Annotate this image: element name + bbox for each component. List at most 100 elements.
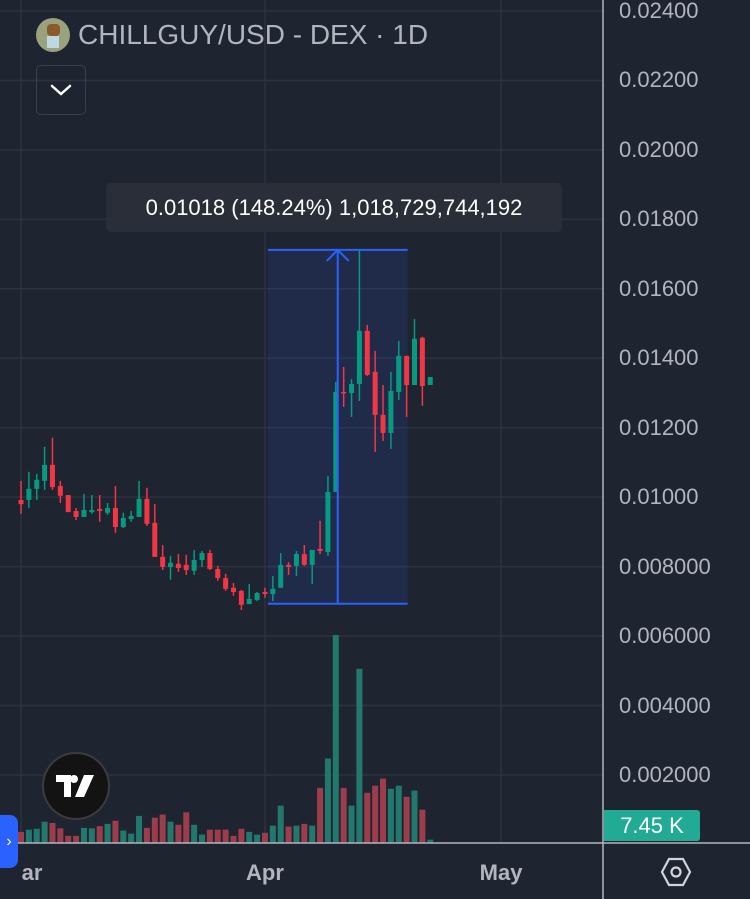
volume-bar — [317, 787, 324, 843]
price-tick-label: 0.004000 — [619, 692, 711, 718]
candle-body — [199, 553, 205, 561]
price-tick-label: 0.008000 — [619, 553, 711, 579]
volume-bar — [88, 828, 95, 843]
candle-body — [380, 414, 386, 433]
candle-body — [341, 391, 347, 394]
candle-body — [396, 355, 402, 392]
volume-bar — [167, 821, 174, 843]
volume-bar — [80, 827, 87, 843]
candle-body — [349, 383, 355, 393]
price-tick-label: 0.002000 — [619, 761, 711, 787]
candle-body — [183, 564, 189, 571]
volume-bar — [246, 831, 253, 843]
candle-body — [120, 517, 126, 528]
volume-bar — [151, 817, 158, 843]
candle-body — [427, 377, 433, 385]
measure-lines — [267, 248, 408, 605]
chevron-right-icon[interactable]: › — [0, 815, 18, 868]
volume-bar — [104, 823, 111, 843]
volume-bar — [269, 825, 276, 843]
volume-bar — [395, 785, 402, 843]
candle-body — [270, 588, 276, 595]
volume-bar — [387, 788, 394, 843]
candle-body — [105, 507, 111, 513]
volume-bar — [411, 790, 418, 843]
price-tick-label: 0.01400 — [619, 345, 699, 371]
volume-bar — [96, 826, 103, 843]
candle-body — [419, 337, 425, 387]
candles — [18, 249, 433, 611]
candle-body — [168, 562, 174, 567]
candle-body — [293, 554, 299, 566]
candle-body — [42, 464, 48, 481]
candle-body — [262, 591, 268, 595]
candle-body — [175, 563, 181, 568]
measure-tooltip: 0.01018 (148.24%) 1,018,729,744,192 — [106, 183, 562, 232]
candle-body — [89, 509, 95, 513]
volume-bar — [143, 827, 150, 843]
candle-body — [388, 390, 394, 433]
volume-bars — [18, 635, 434, 843]
candle-body — [136, 498, 142, 517]
volume-bar — [380, 778, 387, 843]
volume-bar — [199, 834, 206, 843]
volume-bar — [183, 812, 190, 843]
symbol-title[interactable]: CHILLGUY/USD - DEX · 1D — [36, 18, 428, 52]
volume-bar — [18, 831, 24, 843]
volume-bar — [403, 796, 410, 843]
volume-bar — [136, 815, 143, 843]
volume-bar — [372, 785, 379, 843]
candle-body — [301, 554, 307, 565]
price-tick-label: 0.01200 — [619, 414, 699, 440]
volume-bar — [356, 668, 363, 843]
volume-bar — [238, 828, 245, 843]
chevron-down-icon — [50, 84, 72, 96]
candle-body — [49, 464, 55, 488]
volume-bar — [65, 835, 72, 843]
volume-bar — [301, 823, 308, 843]
price-tick-label: 0.02200 — [619, 67, 699, 93]
candle-body — [18, 499, 24, 505]
time-tick-label: ar — [21, 860, 43, 885]
price-tick-label: 0.01000 — [619, 484, 699, 510]
candle-body — [112, 507, 118, 528]
candle-body — [317, 548, 323, 551]
collapse-legend-button[interactable] — [36, 65, 86, 115]
candle-body — [325, 491, 331, 553]
candle-body — [128, 515, 134, 520]
volume-bar — [222, 829, 229, 843]
volume-bar — [285, 826, 292, 843]
volume-bar — [214, 829, 221, 843]
candle-body — [81, 509, 87, 517]
volume-bar — [25, 829, 32, 843]
candle-body — [254, 592, 260, 600]
candle-body — [372, 371, 378, 415]
candle-body — [246, 598, 252, 605]
volume-bar — [175, 824, 182, 843]
time-tick-label: May — [479, 860, 523, 885]
volume-bar — [332, 635, 339, 843]
volume-bar — [324, 758, 331, 843]
volume-bar — [293, 825, 300, 843]
candle-body — [404, 355, 410, 385]
volume-bar — [419, 809, 426, 843]
volume-bar — [254, 834, 261, 843]
volume-bar — [120, 830, 127, 843]
candle-body — [286, 564, 292, 567]
settings-hexagon-icon[interactable] — [660, 856, 692, 893]
symbol-title-text: CHILLGUY/USD - DEX · 1D — [78, 19, 429, 50]
price-tick-label: 0.02400 — [619, 0, 699, 23]
candle-body — [230, 587, 236, 592]
candle-body — [309, 549, 315, 565]
volume-bar — [41, 821, 48, 843]
volume-bar — [57, 828, 64, 843]
volume-bar — [49, 823, 56, 843]
candle-body — [57, 486, 63, 496]
candle-body — [73, 511, 79, 517]
candle-body — [34, 479, 40, 489]
price-tick-label: 0.01800 — [619, 206, 699, 232]
tradingview-logo-icon[interactable] — [42, 752, 110, 820]
volume-bar — [364, 792, 371, 843]
price-tick-label: 0.02000 — [619, 136, 699, 162]
volume-bar — [309, 825, 316, 843]
